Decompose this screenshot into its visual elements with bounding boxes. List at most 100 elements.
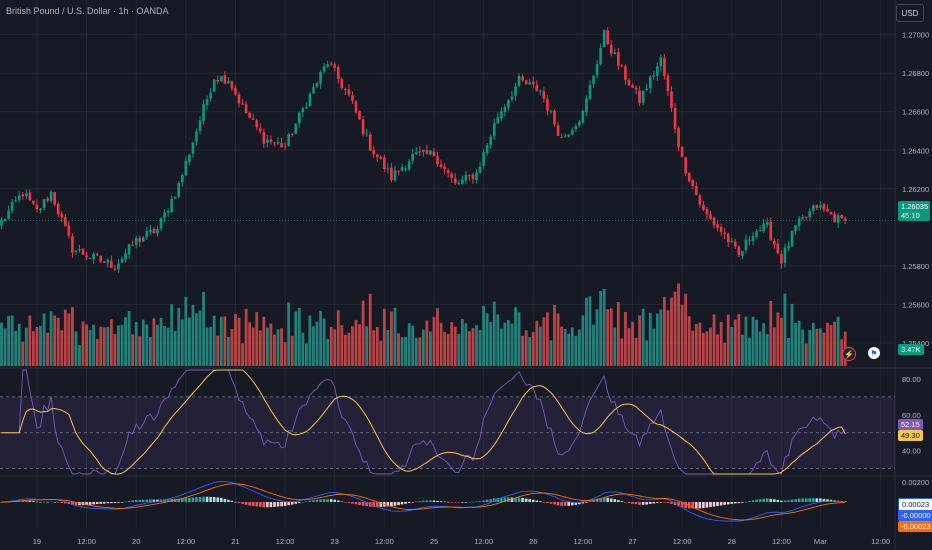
macd-histogram-bar <box>231 501 234 502</box>
volume-bar <box>525 330 528 366</box>
candle-body <box>486 145 489 153</box>
volume-bar <box>631 322 634 366</box>
candle-body <box>603 30 606 47</box>
candle-body <box>135 238 138 245</box>
volume-bar <box>238 318 241 366</box>
macd-histogram-bar <box>107 502 110 503</box>
volume-bar <box>443 332 446 366</box>
candle-body <box>404 168 407 169</box>
volume-bar <box>511 324 514 366</box>
macd-histogram-bar <box>794 499 797 502</box>
time-tick-label: 12:00 <box>77 537 96 546</box>
time-tick-label: 12:00 <box>673 537 692 546</box>
candle-body <box>390 168 393 180</box>
volume-bar <box>273 335 276 366</box>
volume-bar <box>798 321 801 366</box>
last-price-tag: 1.26035 45:10 <box>898 201 930 221</box>
volume-bar <box>394 308 397 366</box>
candle-body <box>39 209 42 210</box>
volume-bar <box>188 317 191 366</box>
macd-histogram-bar <box>60 502 63 503</box>
volume-bar <box>776 312 779 366</box>
macd-tick-label: 0.00200 <box>902 478 929 487</box>
macd-histogram-bar <box>560 502 563 506</box>
volume-bar <box>82 321 85 366</box>
macd-histogram-bar <box>479 501 482 502</box>
volume-bar <box>145 324 148 366</box>
volume-bar <box>737 314 740 366</box>
candle-body <box>142 238 145 242</box>
macd-histogram-bar <box>777 500 780 502</box>
candle-body <box>762 224 765 231</box>
volume-bar <box>528 337 531 366</box>
flag-icon[interactable]: ⚑ <box>868 347 880 359</box>
volume-bar <box>156 325 159 366</box>
candle-body <box>528 82 531 84</box>
lightning-icon[interactable]: ⚡ <box>842 347 856 361</box>
volume-bar <box>670 298 673 366</box>
macd-histogram-bar <box>294 502 297 504</box>
macd-histogram-bar <box>780 501 783 502</box>
macd-histogram-bar <box>43 502 46 503</box>
candle-body <box>443 167 446 170</box>
macd-series <box>0 482 846 522</box>
time-axis[interactable]: 19 12:00 20 12:00 21 12:00 23 12:00 25 12:00 26 12:… <box>33 537 890 546</box>
macd-histogram-bar <box>532 500 535 502</box>
volume-bar <box>429 331 432 366</box>
volume-bar <box>362 301 365 366</box>
candle-body <box>192 143 195 154</box>
macd-histogram-bar <box>224 499 227 502</box>
price-tick-label: 1.26400 <box>902 146 929 155</box>
candle-body <box>344 89 347 90</box>
candle-body <box>32 201 35 204</box>
volume-bar <box>114 334 117 366</box>
macd-histogram-bar <box>302 502 305 503</box>
macd-histogram-bar <box>131 501 134 502</box>
macd-histogram-bar <box>227 500 230 502</box>
volume-bar <box>592 325 595 366</box>
macd-histogram-bar <box>801 498 804 502</box>
volume-bar <box>330 327 333 366</box>
currency-button[interactable]: USD <box>896 4 924 22</box>
volume-bar <box>734 320 737 366</box>
candle-body <box>245 104 248 113</box>
candle-body <box>415 152 418 154</box>
volume-bar <box>103 327 106 366</box>
candle-body <box>227 81 230 83</box>
candle-body <box>43 199 46 208</box>
symbol-title[interactable]: British Pound / U.S. Dollar · 1h · OANDA <box>6 6 169 16</box>
candle-body <box>199 120 202 130</box>
volume-bar <box>195 313 198 366</box>
volume-bar <box>518 312 521 366</box>
macd-histogram-bar <box>426 501 429 502</box>
volume-bar <box>826 323 829 366</box>
candle-body <box>234 88 237 94</box>
volume-bar <box>784 294 787 366</box>
macd-histogram-bar <box>762 499 765 502</box>
volume-bar <box>486 313 489 366</box>
macd-histogram-bar <box>341 501 344 502</box>
macd-histogram-bar <box>358 502 361 505</box>
candle-body <box>369 134 372 150</box>
candle-body <box>326 64 329 67</box>
candle-body <box>596 64 599 75</box>
candle-body <box>270 139 273 141</box>
volume-bar <box>177 308 180 366</box>
volume-bar <box>92 325 95 366</box>
volume-bar <box>21 342 24 366</box>
volume-bar <box>578 330 581 366</box>
macd-histogram-bar <box>146 500 149 502</box>
candle-body <box>167 211 170 213</box>
candle-body <box>794 225 797 231</box>
macd-histogram-bar <box>238 502 241 503</box>
time-tick-label: 12:00 <box>176 537 195 546</box>
volume-bar <box>50 311 53 366</box>
candle-body <box>4 219 7 221</box>
volume-bar <box>78 345 81 366</box>
macd-histogram-bar <box>649 502 652 504</box>
volume-bar <box>163 326 166 366</box>
volume-bar <box>85 324 88 366</box>
macd-histogram-bar <box>791 500 794 502</box>
candle-body <box>71 236 74 252</box>
